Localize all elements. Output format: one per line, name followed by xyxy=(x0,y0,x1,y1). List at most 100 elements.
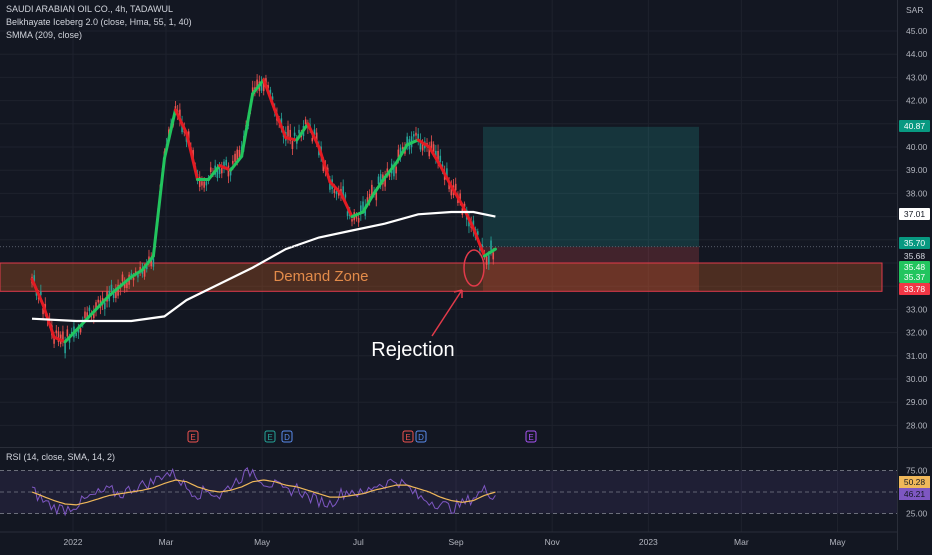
candle-body xyxy=(401,146,404,150)
candle-body xyxy=(229,171,232,176)
candle-body xyxy=(262,82,265,92)
trend-segment xyxy=(184,131,200,181)
candle-body xyxy=(40,291,42,296)
trend-segment xyxy=(350,210,365,219)
trend-segment xyxy=(240,92,255,158)
candle-body xyxy=(126,282,128,289)
trend-segment xyxy=(96,293,111,309)
candle-body xyxy=(75,332,77,336)
candle-body xyxy=(121,274,124,282)
candle-body xyxy=(110,284,113,291)
candle-body xyxy=(141,269,144,274)
candle-body xyxy=(351,219,353,222)
candle-body xyxy=(86,312,88,318)
candle-body xyxy=(88,307,91,312)
rsi-badge-text: 50.28 xyxy=(904,477,926,487)
symbol-legend[interactable]: SAUDI ARABIAN OIL CO., 4h, TADAWUL xyxy=(6,4,174,14)
rsi-signal-line xyxy=(31,479,496,506)
trend-segment xyxy=(207,164,222,181)
time-tick-label: Nov xyxy=(545,537,561,547)
pane-divider[interactable] xyxy=(0,447,932,448)
trend-segment xyxy=(107,284,122,297)
candle-body xyxy=(68,337,71,343)
candle-body xyxy=(368,193,371,200)
price-badge: 35.68 xyxy=(899,250,930,262)
rejection-arrowhead xyxy=(453,289,463,298)
price-badge: 35.48 xyxy=(899,261,930,273)
price-badge-text: 33.78 xyxy=(904,284,926,294)
candle-body xyxy=(459,193,461,203)
candle-body xyxy=(346,211,349,216)
trend-segment xyxy=(405,138,420,147)
candle-body xyxy=(298,129,300,134)
price-badge-text: 40.87 xyxy=(904,121,926,131)
time-axis: 2022 Mar May Jul Sep Nov 2023 Mar May xyxy=(0,531,897,547)
price-tick-label: 28.00 xyxy=(906,420,928,430)
candle-body xyxy=(265,78,267,84)
candle-body xyxy=(384,176,386,187)
candle-body xyxy=(35,291,38,296)
trend-segment xyxy=(41,303,56,339)
candle-body xyxy=(432,144,435,155)
candle-body xyxy=(201,181,203,186)
candle-body xyxy=(64,342,66,354)
candle-body xyxy=(315,132,318,143)
candle-body xyxy=(304,119,307,125)
price-badge-bg xyxy=(899,250,930,262)
price-tick-label: 30.00 xyxy=(906,374,928,384)
candle-body xyxy=(435,150,437,160)
time-tick-label: Jul xyxy=(353,537,364,547)
price-badge-bg xyxy=(899,120,930,132)
price-badge: 35.70 xyxy=(899,237,930,249)
indicator-legend-rsi[interactable]: RSI (14, close, SMA, 14, 2) xyxy=(6,452,116,462)
candle-body xyxy=(448,183,450,190)
trend-segment xyxy=(140,254,155,272)
candle-body xyxy=(397,149,400,158)
candle-body xyxy=(93,312,95,319)
candle-body xyxy=(97,299,100,303)
trend-segment xyxy=(173,108,188,135)
trend-segment xyxy=(394,143,409,165)
candle-body xyxy=(357,218,360,223)
target-zone xyxy=(483,126,699,247)
price-badge-bg xyxy=(899,208,930,220)
candle-body xyxy=(450,184,453,196)
candle-body xyxy=(181,122,183,133)
trend-segment xyxy=(251,78,266,96)
candle-body xyxy=(287,125,289,137)
rsi-tick-label: 75.00 xyxy=(906,466,928,476)
candle-body xyxy=(335,191,338,195)
candle-body xyxy=(395,166,397,174)
trend-segment xyxy=(361,191,376,214)
candle-body xyxy=(223,161,225,169)
smma-line xyxy=(31,210,496,323)
candle-body xyxy=(313,129,316,136)
candle-body xyxy=(227,165,230,177)
indicator-legend-smma[interactable]: SMMA (209, close) xyxy=(6,30,83,40)
time-tick-label: Mar xyxy=(734,537,749,547)
candle-body xyxy=(377,176,380,184)
candle-body xyxy=(419,140,422,150)
price-tick-label: 45.00 xyxy=(906,26,928,36)
price-badge-bg xyxy=(899,261,930,273)
candle-body xyxy=(415,132,417,136)
event-marker xyxy=(415,430,427,443)
candle-body xyxy=(42,308,44,315)
price-scale[interactable] xyxy=(897,0,932,550)
price-tick-label: 44.00 xyxy=(906,49,928,59)
price-badge-text: 37.01 xyxy=(904,209,926,219)
time-tick-label: May xyxy=(829,537,846,547)
candle-body xyxy=(485,256,488,265)
candle-body xyxy=(95,302,97,311)
candle-body xyxy=(322,162,325,171)
candle-body xyxy=(454,183,457,191)
candle-body xyxy=(137,274,139,278)
candle-body xyxy=(379,174,382,183)
candle-body xyxy=(150,257,152,267)
indicator-legend-iceberg[interactable]: Belkhayate Iceberg 2.0 (close, Hma, 55, … xyxy=(6,17,192,27)
candle-body xyxy=(148,256,150,262)
candle-body xyxy=(216,167,219,178)
